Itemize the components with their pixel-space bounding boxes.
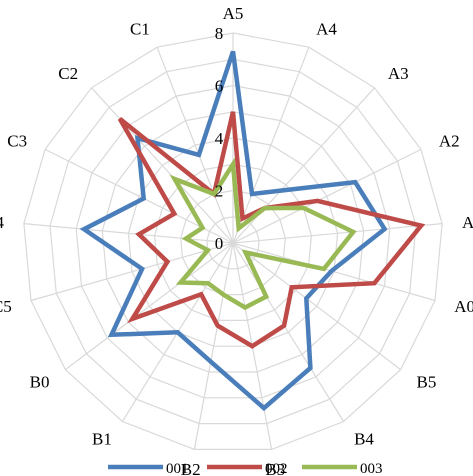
category-label: B2 [181, 460, 201, 476]
grid-spoke [232, 242, 401, 371]
legend: 001 002 003 [108, 461, 383, 476]
tick-label: 0 [215, 234, 224, 253]
category-label: B3 [265, 460, 285, 476]
category-label: A5 [223, 4, 244, 23]
grid-spoke [232, 148, 422, 244]
grid-spoke [91, 87, 234, 244]
category-labels: A5 A4 A3 A2 A1 A0 B5 B4 B3 B2 B1 B0 C5 C4 C3 C2 C1 [0, 4, 473, 476]
category-label: C3 [7, 132, 27, 151]
legend-label: 003 [360, 461, 383, 476]
grid-spoke [23, 223, 234, 244]
category-label: A4 [316, 20, 337, 39]
category-label: C1 [130, 20, 150, 39]
category-label: C5 [0, 297, 12, 316]
category-label: B4 [354, 430, 374, 449]
legend-label: 002 [265, 461, 288, 476]
grid-ring [180, 189, 286, 296]
tick-label: 4 [215, 129, 224, 148]
category-label: C4 [0, 213, 4, 232]
category-label: B5 [417, 373, 437, 392]
category-label: B1 [92, 430, 112, 449]
category-label: A3 [388, 64, 409, 83]
grid-ring [206, 216, 260, 270]
grid-spoke [30, 242, 234, 302]
radial-ticks: 0 2 4 6 8 [215, 24, 224, 253]
category-label: A1 [462, 213, 473, 232]
grid-spoke [232, 223, 443, 244]
grid-spoke [193, 242, 234, 450]
series-003 [169, 157, 357, 311]
tick-label: 8 [215, 24, 224, 43]
grid-ring [23, 32, 443, 450]
grid-ring [49, 58, 417, 425]
category-label: A0 [454, 297, 473, 316]
category-label: A2 [439, 132, 460, 151]
grid-spoke [232, 46, 310, 244]
legend-label: 001 [166, 461, 189, 476]
grid-ring [75, 84, 391, 399]
grid-spoke [232, 87, 375, 244]
category-label: C2 [58, 64, 78, 83]
series-002 [117, 111, 426, 349]
tick-label: 6 [215, 77, 224, 96]
grid-spoke [232, 242, 345, 422]
radar-grid [23, 32, 443, 450]
category-label: B0 [30, 373, 50, 392]
grid-spoke [156, 46, 234, 244]
grid-ring [101, 111, 365, 373]
grid-spoke [65, 242, 234, 371]
series-001 [79, 50, 388, 412]
radar-series [79, 50, 426, 412]
tick-label: 2 [215, 182, 224, 201]
